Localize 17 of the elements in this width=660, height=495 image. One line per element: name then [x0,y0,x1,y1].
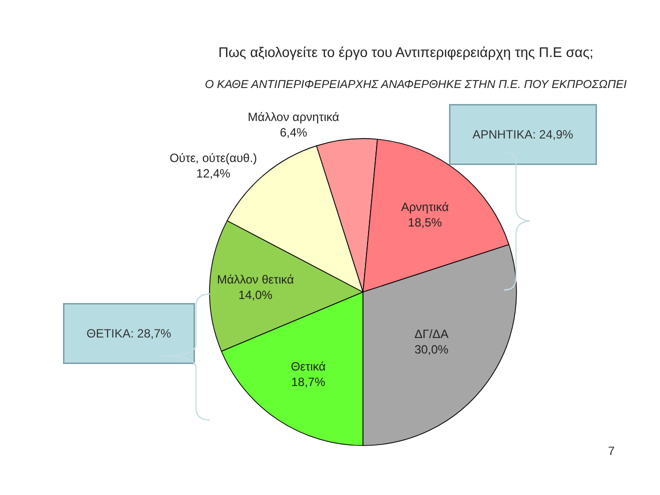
chart-title: Πως αξιολογείτε το έργο του Αντιπεριφερειάρχη της Π.Ε σας; [218,44,594,60]
text: ΑΡΝΗΤΙΚΑ: 24,9% [472,128,574,142]
data-label: 18,5% [408,216,442,230]
text: ΘΕΤΙΚΑ: 28,7% [86,326,172,340]
slice-label: ΔΓ/ΔΑ [414,327,448,342]
data-label: 6,4% [280,126,308,140]
slice-label: Μάλλον θετικά [216,272,294,287]
data-label: 18,7% [291,375,326,390]
data-label: 12,4% [196,166,231,181]
data-label: 14,0% [238,288,273,302]
chart-subtitle: Ο ΚΑΘΕ ΑΝΤΙΠΕΡΙΦΕΡΕΙΑΡΧΗΣ ΑΝΑΦΕΡΘΗΚΕ ΣΤΗΝ Π.Ε. ΠΟΥ ΕΚΠΡΟΣΩΠΕΙ [204,79,628,91]
slice-label: Θετικά [290,359,326,374]
text: 7 [608,444,615,458]
data-label: 30,0% [414,342,449,357]
slice-label: Ούτε, ούτε(αυθ.) [170,150,258,165]
slice-label: Αρνητικά [401,200,449,214]
slice-label: Μάλλον αρνητικά [248,110,340,124]
